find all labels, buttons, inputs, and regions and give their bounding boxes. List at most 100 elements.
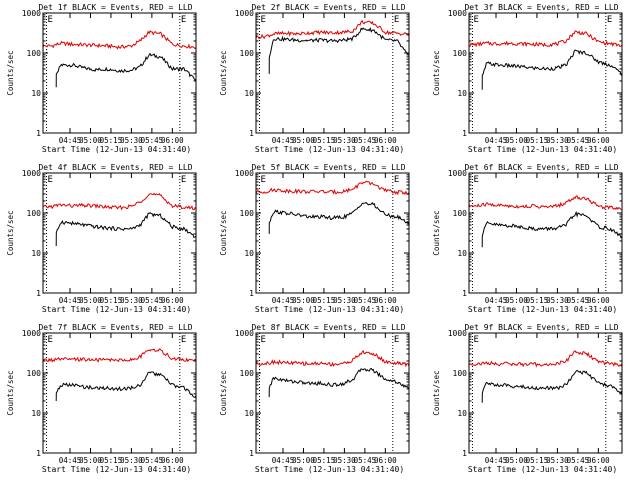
x-tick-label: 05:45 [567,296,590,305]
event-marker-label: E [181,175,186,185]
y-axis-label: Counts/sec [432,210,441,255]
events-series-line [481,210,623,248]
x-tick-label: 05:00 [79,456,102,465]
y-tick-label: 1000 [235,329,254,338]
y-axis-label: Counts/sec [432,50,441,95]
x-axis-label: Start Time (12-Jun-13 04:31:40) [468,305,617,314]
y-axis-label: Counts/sec [219,210,228,255]
lld-series-line [255,180,410,196]
y-tick-label: 1 [462,129,467,138]
x-tick-label: 05:15 [100,136,123,145]
x-tick-label: 04:45 [272,136,295,145]
y-tick-label: 1 [36,129,41,138]
detector-panel-5f: Det 5f BLACK = Events, RED = LLD E E 1 10 100… [219,163,410,314]
x-tick-label: 05:30 [546,136,569,145]
x-tick-label: 05:45 [567,456,590,465]
event-marker-label: E [48,335,53,345]
x-tick-label: 05:45 [141,136,164,145]
plot-frame [42,172,197,294]
plot-frame [468,172,623,294]
events-series-line [55,212,197,247]
y-tick-label: 1000 [448,169,467,178]
y-axis-label: Counts/sec [6,210,15,255]
event-marker-label: E [474,335,479,345]
detector-panel-8f: Det 8f BLACK = Events, RED = LLD E E 1 10 100… [219,323,410,474]
y-tick-label: 1 [36,289,41,298]
x-tick-label: 04:45 [59,456,82,465]
y-tick-label: 100 [27,209,42,218]
y-tick-label: 1 [249,289,254,298]
x-tick-label: 05:15 [100,456,123,465]
plot-frame [255,12,410,134]
y-tick-label: 10 [457,89,467,98]
panel-title: Det 1f BLACK = Events, RED = LLD [38,3,192,12]
x-tick-label: 05:00 [292,136,315,145]
x-axis-label: Start Time (12-Jun-13 04:31:40) [42,305,191,314]
detector-panel-3f: Det 3f BLACK = Events, RED = LLD E E 1 10 100… [432,3,623,154]
x-axis-label: Start Time (12-Jun-13 04:31:40) [468,465,617,474]
event-marker-label: E [394,15,399,25]
event-marker-label: E [394,335,399,345]
x-tick-label: 04:45 [59,296,82,305]
x-tick-label: 05:45 [354,456,377,465]
event-marker-label: E [48,15,53,25]
y-tick-label: 1000 [235,9,254,18]
y-tick-label: 10 [244,89,254,98]
x-axis-label: Start Time (12-Jun-13 04:31:40) [255,145,404,154]
event-marker-label: E [261,175,266,185]
x-tick-label: 05:15 [526,296,549,305]
detector-panel-1f: Det 1f BLACK = Events, RED = LLD E E 1 10 100… [6,3,197,154]
x-tick-label: 05:00 [79,296,102,305]
panel-title: Det 3f BLACK = Events, RED = LLD [464,3,618,12]
y-tick-label: 1000 [448,329,467,338]
events-series-line [481,49,623,90]
panel-title: Det 5f BLACK = Events, RED = LLD [251,163,405,172]
events-series-line [268,367,410,398]
y-tick-label: 1000 [22,9,41,18]
x-tick-label: 05:30 [546,456,569,465]
events-series-line [268,26,410,74]
event-marker-label: E [261,335,266,345]
y-tick-label: 1000 [22,329,41,338]
x-tick-label: 05:30 [120,296,143,305]
x-tick-label: 05:45 [567,136,590,145]
detector-panel-4f: Det 4f BLACK = Events, RED = LLD E E 1 10 100… [6,163,197,314]
x-tick-label: 05:30 [546,296,569,305]
events-series-line [481,369,623,403]
x-tick-label: 05:45 [354,136,377,145]
event-marker-label: E [474,175,479,185]
y-axis-label: Counts/sec [219,50,228,95]
x-tick-label: 05:15 [313,296,336,305]
events-series-line [268,201,410,234]
event-marker-label: E [474,15,479,25]
x-tick-label: 04:45 [485,296,508,305]
x-axis-label: Start Time (12-Jun-13 04:31:40) [42,145,191,154]
panel-title: Det 4f BLACK = Events, RED = LLD [38,163,192,172]
x-tick-label: 05:45 [141,456,164,465]
x-tick-label: 06:00 [161,296,184,305]
x-tick-label: 05:00 [505,296,528,305]
x-tick-label: 05:15 [313,136,336,145]
lld-series-line [255,349,410,368]
x-axis-label: Start Time (12-Jun-13 04:31:40) [255,305,404,314]
x-tick-label: 05:15 [313,456,336,465]
y-tick-label: 100 [240,369,255,378]
plot-frame [42,12,197,134]
x-tick-label: 04:45 [485,456,508,465]
y-tick-label: 10 [457,409,467,418]
x-tick-label: 05:30 [333,296,356,305]
x-tick-label: 06:00 [374,136,397,145]
y-tick-label: 10 [244,409,254,418]
x-tick-label: 05:15 [526,136,549,145]
x-tick-label: 06:00 [161,136,184,145]
y-tick-label: 100 [240,49,255,58]
x-tick-label: 05:00 [505,456,528,465]
x-tick-label: 05:15 [526,456,549,465]
event-marker-label: E [607,335,612,345]
x-tick-label: 06:00 [374,456,397,465]
lld-series-line [255,19,410,40]
events-series-line [55,371,197,402]
x-tick-label: 05:30 [333,136,356,145]
event-marker-label: E [607,175,612,185]
